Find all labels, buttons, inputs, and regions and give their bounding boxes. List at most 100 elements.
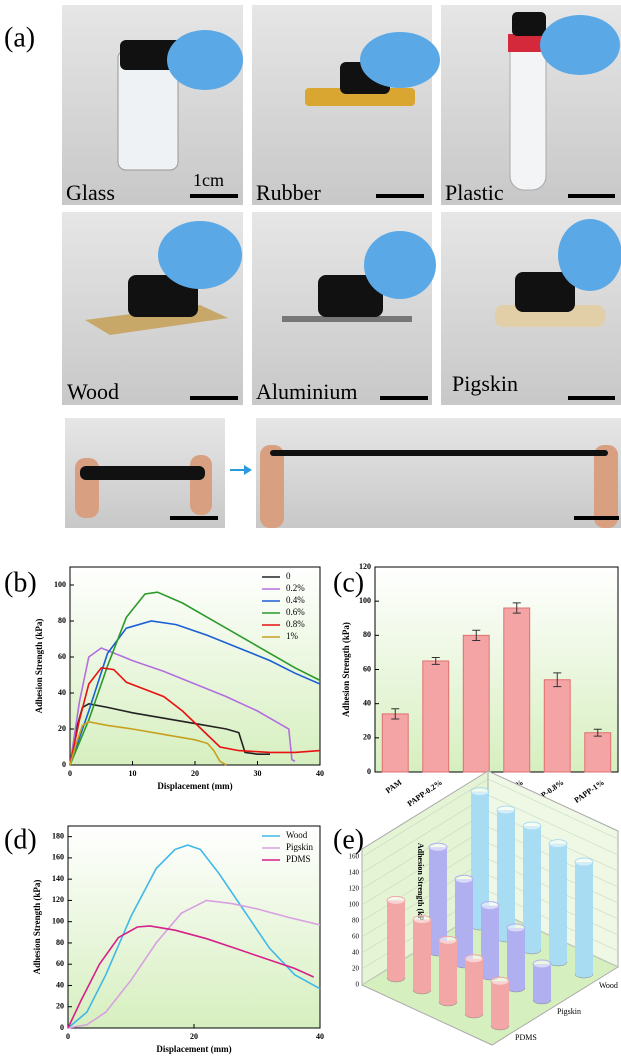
adhesive [512, 12, 546, 36]
grid-line [361, 778, 619, 858]
y-tick-label: 120 [52, 895, 64, 904]
line [69, 647, 296, 766]
y-tick-label: 60 [363, 664, 371, 673]
y-tick-label: 20 [58, 724, 66, 733]
bar-top [454, 874, 474, 884]
plot-background [68, 826, 320, 1028]
bar [429, 847, 447, 952]
y-tick-label: 60 [58, 652, 66, 661]
aluminium [282, 316, 412, 322]
panel-label: (a) [4, 22, 35, 53]
y-tick-label: 20 [363, 733, 371, 742]
photo-label: Plastic [445, 180, 504, 205]
y-tick-label: 120 [349, 885, 360, 893]
bar [481, 905, 499, 976]
finger [594, 445, 618, 528]
bar-top [464, 954, 484, 964]
panel-label: (e) [333, 824, 364, 855]
bar [575, 862, 593, 974]
adhesive [128, 275, 198, 317]
error-bar [391, 708, 400, 720]
y-tick-label: 100 [349, 901, 360, 909]
bar [549, 843, 567, 962]
y-tick-label: 60 [352, 933, 360, 941]
x-tick-label: PAPP-1% [573, 778, 606, 805]
x-tick-label: 40 [316, 1032, 324, 1041]
bar [491, 981, 509, 1026]
bar-top [548, 839, 568, 849]
line [67, 899, 321, 1029]
line [69, 720, 227, 766]
x-tick-label: 40 [316, 769, 324, 778]
photo-grid [62, 5, 621, 528]
y-tick-label: 40 [56, 980, 64, 989]
photo-labels: Glass 1cm Rubber Plastic Wood Aluminium … [66, 170, 619, 520]
photo [256, 418, 621, 528]
error-bar [512, 602, 521, 614]
bar-top [574, 857, 594, 867]
y-tick-label: 140 [349, 869, 360, 877]
y-tick-label: 80 [56, 938, 64, 947]
glove [167, 30, 243, 90]
scale-label: 1cm [193, 170, 224, 190]
bar [523, 826, 541, 950]
bar [471, 791, 489, 926]
error-bar [472, 629, 481, 641]
line [67, 925, 315, 1029]
adhesive [80, 466, 205, 480]
x-tick-label: 20 [191, 769, 199, 778]
bar [584, 732, 612, 773]
series-label: Pigskin [557, 1007, 581, 1016]
line [69, 620, 321, 766]
y-tick-label: 0 [356, 981, 360, 989]
y-axis-label: Adhesion Strength (kPa) [32, 880, 42, 975]
y-tick-label: 80 [363, 630, 371, 639]
x-tick-label: 0 [66, 1032, 70, 1041]
adhesive [270, 450, 608, 456]
plot-background [375, 567, 618, 772]
bar-top [438, 935, 458, 945]
error-bar [593, 728, 602, 737]
bar [503, 607, 531, 773]
y-tick-label: 100 [359, 596, 371, 605]
bar [455, 879, 473, 964]
photo-label: Aluminium [256, 379, 357, 404]
bar [413, 919, 431, 990]
bar-top [386, 895, 406, 905]
bar-top [428, 842, 448, 852]
photo-label: Pigskin [452, 371, 518, 396]
bar [439, 940, 457, 1002]
plot-frame [69, 566, 321, 766]
arrow-head [244, 465, 252, 475]
legend-label: 0.8% [286, 619, 305, 629]
legend-label: 1% [286, 631, 299, 641]
glove [360, 32, 440, 88]
error-bar [431, 657, 440, 665]
photo-label: Glass [66, 180, 115, 205]
glove [158, 221, 242, 289]
error-bar [553, 672, 562, 688]
y-tick-label: 40 [352, 949, 360, 957]
y-axis-label: Adhesion Strength (kPa) [341, 622, 351, 717]
glove [540, 15, 620, 75]
bar [422, 660, 450, 773]
bar [533, 964, 551, 1000]
adhesive [318, 275, 383, 317]
bar [465, 958, 483, 1014]
y-tick-label: 20 [352, 965, 360, 973]
adhesive [120, 40, 182, 70]
y-tick-label: 80 [58, 616, 66, 625]
series-label: PDMS [515, 1033, 537, 1042]
line [69, 591, 321, 766]
legend-label: 0.2% [286, 583, 305, 593]
plot-background [70, 567, 320, 765]
bar-top [532, 959, 552, 969]
y-tick-label: 100 [54, 580, 66, 589]
x-axis-label: Displacement (mm) [156, 1044, 231, 1054]
x-axis-label: Displacement (mm) [157, 781, 232, 791]
bar [507, 928, 525, 988]
x-tick-label: 0 [68, 769, 72, 778]
y-tick-label: 160 [349, 853, 360, 861]
glove [558, 219, 621, 291]
bar-top [496, 805, 516, 815]
